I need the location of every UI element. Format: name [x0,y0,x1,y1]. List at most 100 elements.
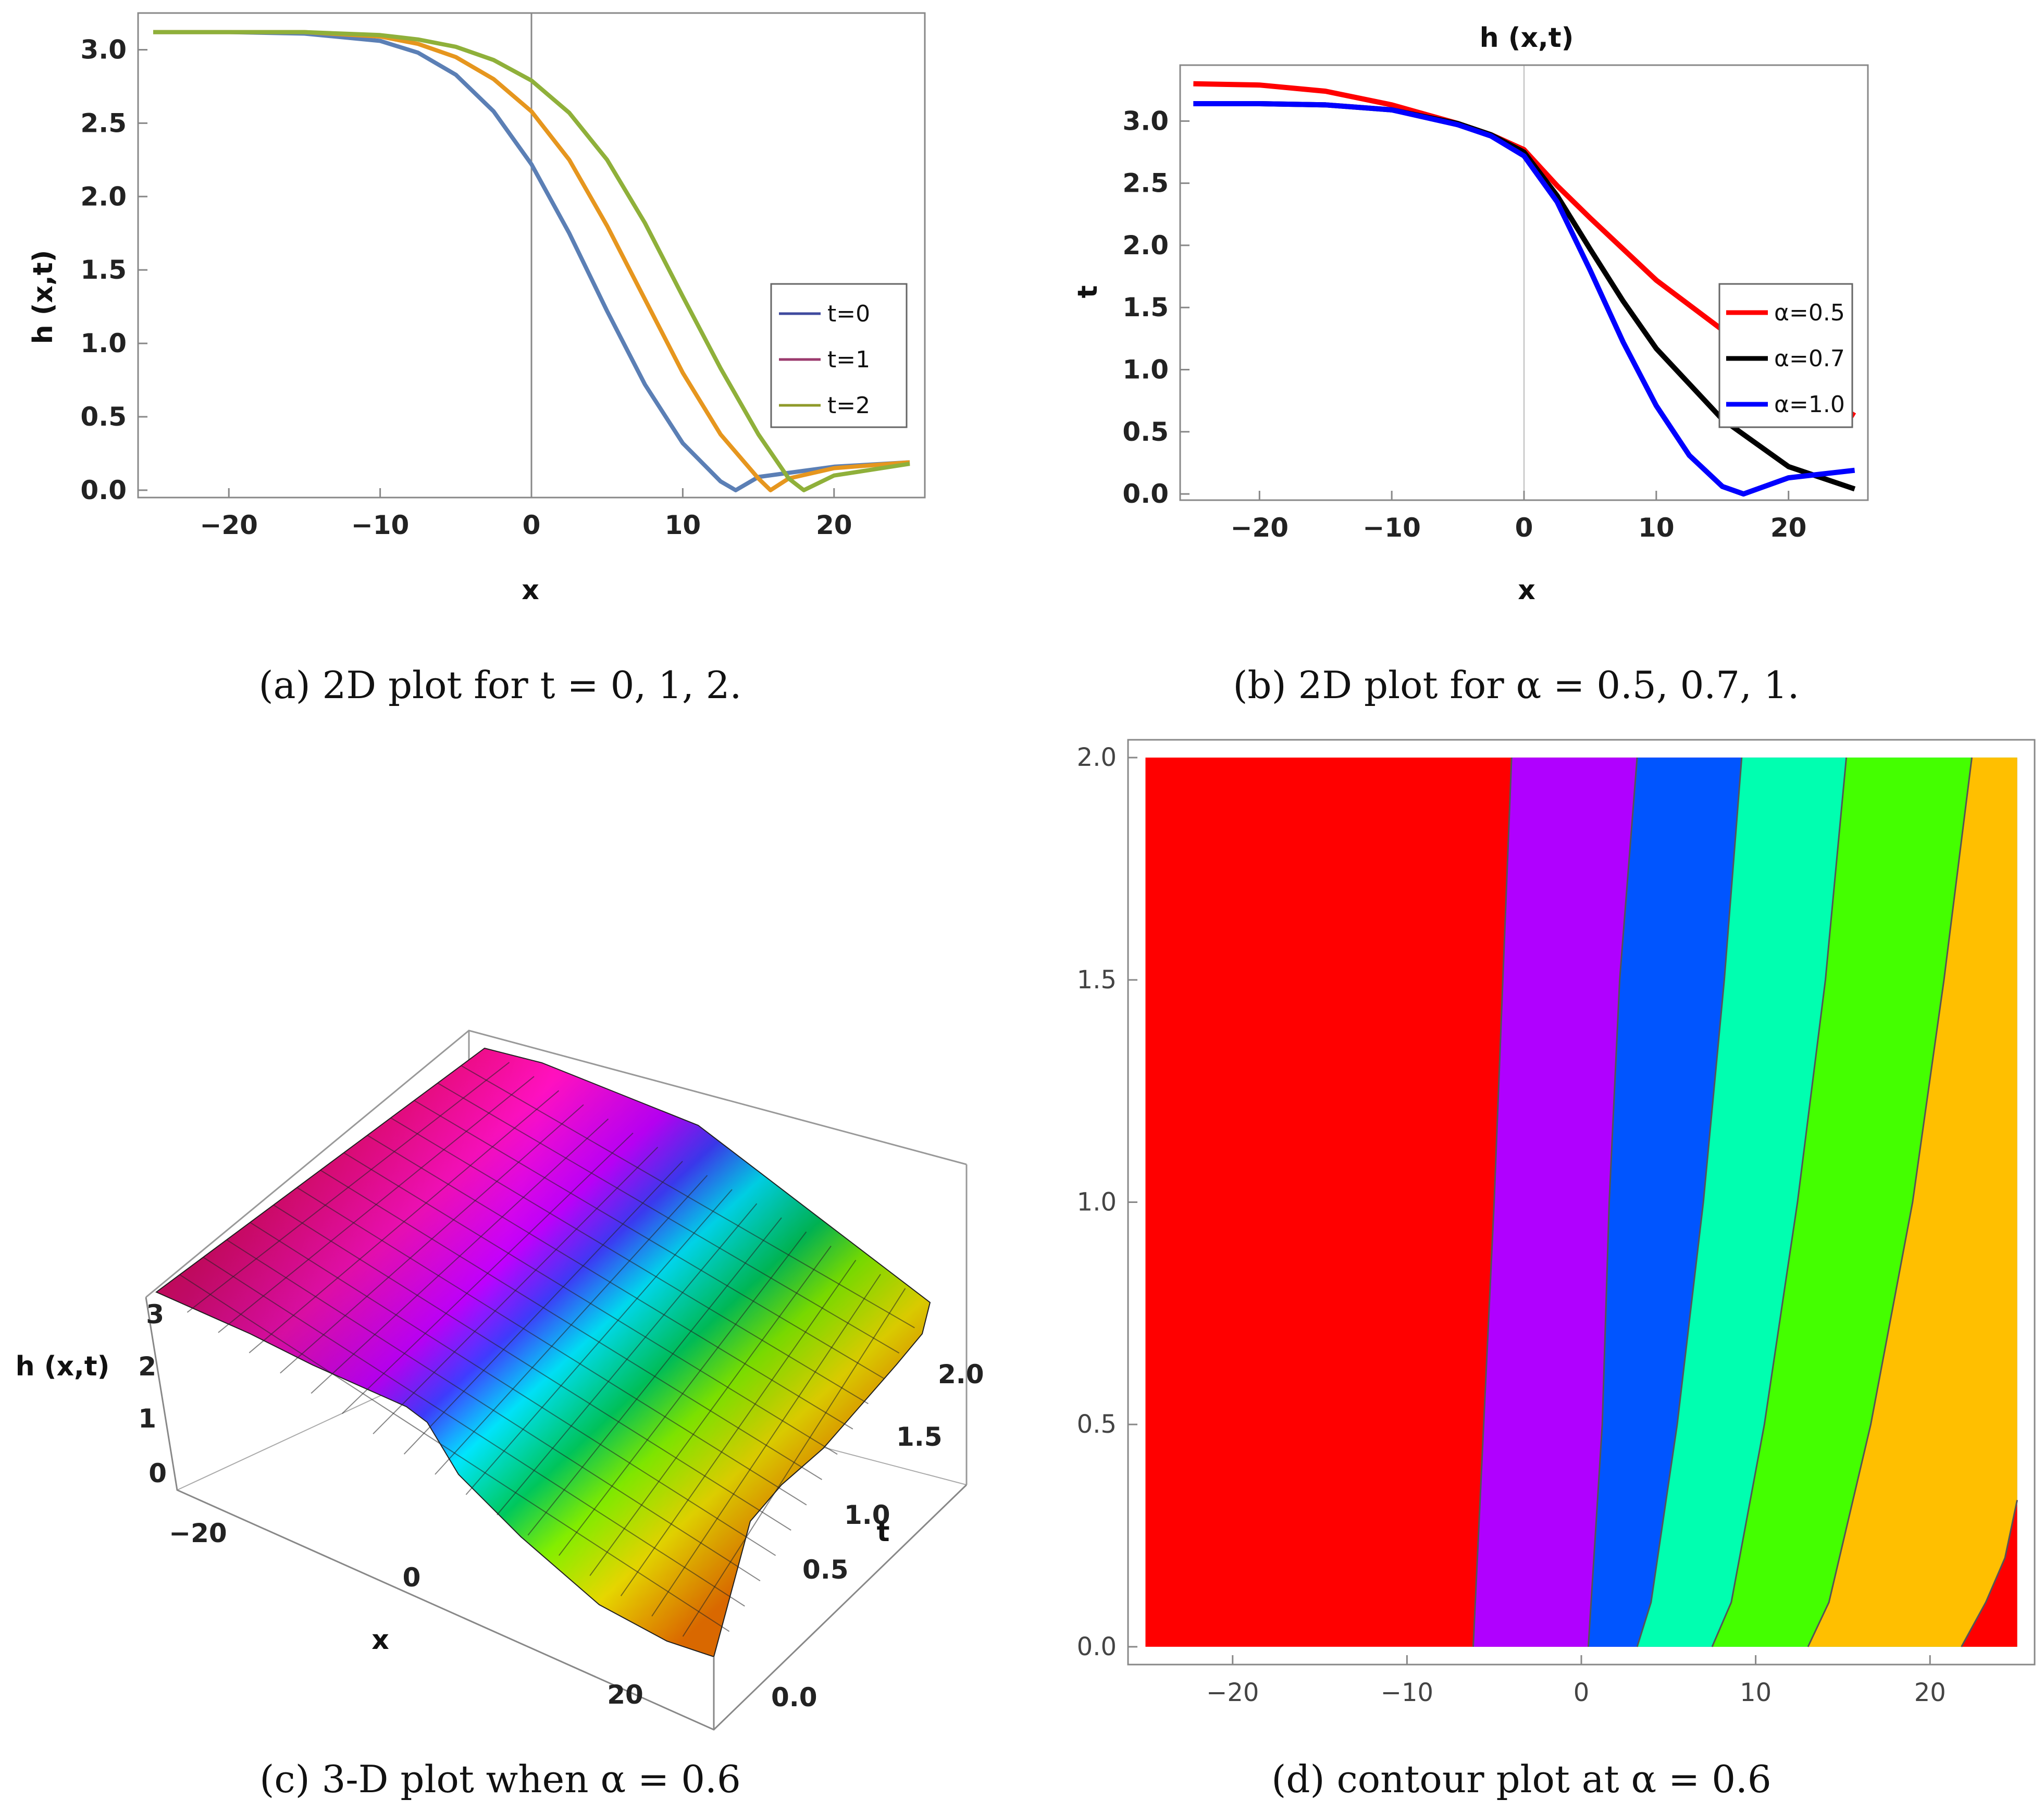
d-y-ticks: 0.0 0.5 1.0 1.5 2.0 [1077,743,1137,1661]
c-x-axis-label: x [371,1624,389,1656]
b-y-tick-label: 0.5 [1122,417,1169,447]
b-legend: α=0.5 α=0.7 α=1.0 [1718,283,1853,428]
b-title: h (x,t) [1480,22,1574,54]
c-t-tick-1: 1.0 [844,1500,890,1530]
a-x-tick-label: −20 [200,510,257,540]
b-y-tick-label: 2.5 [1122,168,1169,198]
d-band-5 [1808,758,2017,1647]
d-x-tick-label: 0 [1574,1678,1590,1707]
a-y-tick-label: 0.5 [80,402,127,432]
d-band-6 [1961,1500,2017,1647]
a-y-ticks: 0.0 0.5 1.0 1.5 2.0 2.5 3.0 [80,34,147,505]
b-y-ticks: 0.0 0.5 1.0 1.5 2.0 2.5 3.0 [1122,106,1190,509]
a-legend-box [770,283,908,428]
c-surface-shading [156,1048,930,1657]
d-x-tick-label: 10 [1740,1678,1772,1707]
c-x-tick-20: 20 [607,1680,643,1710]
b-x-axis-label: x [1518,575,1535,606]
c-mesh-line [273,1205,791,1531]
a-y-tick-label: 2.0 [80,181,127,212]
b-x-tick-label: −10 [1362,513,1420,543]
b-x-tick-label: 20 [1770,513,1807,543]
a-x-tick-label: −10 [351,510,409,540]
panel-a-chart: −20 −10 0 10 20 0.0 0.5 1.0 1.5 2.0 2.5 3.0 x h (x… [28,12,926,707]
a-series-line-2 [153,30,910,492]
c-t-tick-0: 0.0 [771,1682,817,1712]
a-y-tick-label: 0.0 [80,475,127,505]
c-mesh-line [226,1239,761,1582]
c-z-tick-0: 0 [148,1458,167,1488]
c-t-tick-2: 2.0 [938,1359,984,1389]
b-x-tick-label: −20 [1231,513,1289,543]
b-y-tick-label: 0.0 [1122,479,1169,509]
d-y-tick-label: 1.5 [1077,965,1117,995]
c-x-tick-neg20: −20 [169,1518,227,1548]
b-y-tick-label: 1.0 [1122,355,1169,385]
c-mesh-line [461,1065,915,1329]
d-x-tick-label: −20 [1206,1678,1259,1707]
a-legend: t=0 t=1 t=2 [770,283,908,428]
c-mesh-line [296,1187,807,1506]
c-mesh-line [250,1222,776,1556]
c-mesh-line [390,1117,869,1405]
b-legend-label-a05: α=0.5 [1774,300,1845,326]
d-contour-line-5 [1961,1499,2018,1647]
a-series-line-0 [153,30,910,492]
c-z-tick-3: 3 [146,1299,164,1330]
b-series-line-2 [1193,101,1855,497]
d-contour-bands [1145,757,2018,1647]
b-y-axis-label: t [1072,286,1104,299]
c-mesh-line [203,1257,745,1607]
d-caption: (d) contour plot at α = 0.6 [1271,1757,1771,1801]
b-x-tick-label: 10 [1638,513,1675,543]
d-contour-line-4 [1807,757,1973,1647]
a-legend-label-t2: t=2 [827,392,870,419]
d-contour-line-0 [1472,758,1513,1647]
c-surface-mesh [179,1062,915,1637]
a-y-tick-label: 1.0 [80,328,127,358]
b-legend-label-a10: α=1.0 [1774,391,1845,418]
d-x-tick-label: 20 [1914,1678,1946,1707]
a-x-axis-label: x [522,575,539,606]
c-mesh-line [179,1274,730,1632]
c-x-tick-0: 0 [403,1562,421,1593]
c-mesh-line [414,1100,884,1379]
d-contour-line-3 [1711,757,1848,1647]
a-y-tick-label: 3.0 [80,34,127,65]
d-y-tick-label: 2.0 [1077,743,1117,772]
d-x-ticks: −20 −10 0 10 20 [1206,1655,1946,1707]
a-x-tick-label: 0 [523,510,541,540]
c-t-axis-label: t [877,1517,890,1548]
c-caption: (c) 3-D plot when α = 0.6 [259,1757,741,1801]
d-y-tick-label: 0.5 [1077,1410,1117,1439]
d-y-tick-label: 0.0 [1077,1632,1117,1661]
d-y-tick-label: 1.0 [1077,1188,1117,1217]
d-contour-line-2 [1636,757,1743,1647]
b-legend-label-a07: α=0.7 [1774,345,1845,372]
b-y-tick-label: 3.0 [1122,106,1169,136]
a-legend-label-t1: t=1 [827,346,870,373]
panel-d-contour-plot: −20 −10 0 10 20 0.0 0.5 1.0 1.5 2.0 (d) contour … [1077,739,2036,1801]
c-t-tick-15: 1.5 [896,1422,943,1452]
a-x-ticks: −20 −10 0 10 20 [200,488,852,540]
c-t-tick-05: 0.5 [802,1555,849,1585]
b-caption: (b) 2D plot for α = 0.5, 0.7, 1. [1233,663,1799,707]
a-x-tick-label: 10 [665,510,701,540]
a-caption: (a) 2D plot for t = 0, 1, 2. [259,663,742,707]
b-x-ticks: −20 −10 0 10 20 [1231,491,1807,543]
a-x-tick-label: 20 [816,510,852,540]
c-box-front-edges [145,1297,968,1731]
c-mesh-line [437,1083,900,1354]
panel-b-chart: h (x,t) −20 −10 0 10 20 0.0 0.5 1.0 1.5 2.0 2.5 3.… [1072,22,1869,707]
b-y-tick-label: 1.5 [1122,292,1169,322]
b-x-tick-label: 0 [1515,513,1533,543]
c-z-tick-2: 2 [138,1351,156,1382]
d-contour-line-1 [1587,757,1638,1647]
c-z-tick-1: 1 [138,1404,156,1434]
a-y-tick-label: 2.5 [80,108,127,138]
a-y-axis-label: h (x,t) [28,250,59,344]
a-y-tick-label: 1.5 [80,255,127,285]
c-mesh-line [343,1152,838,1455]
c-mesh-line [367,1135,853,1430]
